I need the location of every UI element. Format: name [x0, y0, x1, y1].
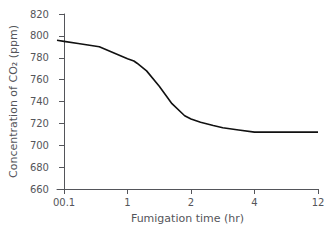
svg-text:780: 780 — [30, 52, 49, 63]
svg-text:1: 1 — [124, 197, 130, 208]
svg-text:660: 660 — [30, 184, 49, 195]
svg-text:720: 720 — [30, 118, 49, 129]
svg-text:740: 740 — [30, 96, 49, 107]
svg-text:760: 760 — [30, 74, 49, 85]
svg-text:Fumigation time (hr): Fumigation time (hr) — [131, 212, 244, 225]
svg-text:12: 12 — [312, 197, 325, 208]
svg-text:4: 4 — [251, 197, 257, 208]
svg-text:680: 680 — [30, 162, 49, 173]
svg-text:820: 820 — [30, 9, 49, 20]
svg-text:700: 700 — [30, 140, 49, 151]
svg-text:800: 800 — [30, 30, 49, 41]
svg-text:00.1: 00.1 — [53, 197, 75, 208]
svg-text:Concentration of CO₂ (ppm): Concentration of CO₂ (ppm) — [7, 25, 20, 178]
svg-text:2: 2 — [188, 197, 194, 208]
